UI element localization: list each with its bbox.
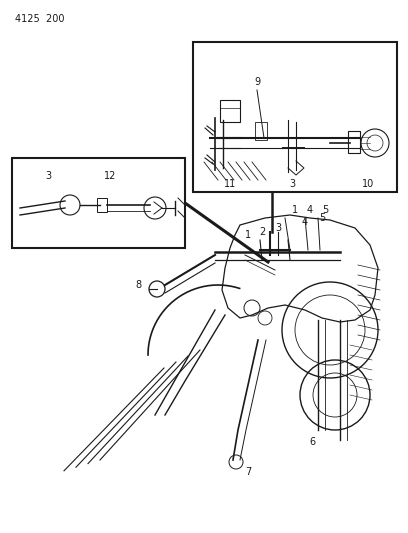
Bar bbox=[255, 122, 267, 140]
Text: 4125  200: 4125 200 bbox=[15, 14, 64, 24]
Bar bbox=[97, 198, 107, 212]
Text: 8: 8 bbox=[135, 280, 141, 290]
Text: 7: 7 bbox=[245, 467, 251, 477]
Text: 11: 11 bbox=[224, 179, 236, 189]
Text: 2: 2 bbox=[259, 227, 265, 237]
Text: 1: 1 bbox=[245, 230, 251, 240]
Text: 5: 5 bbox=[319, 213, 325, 223]
Text: 6: 6 bbox=[309, 437, 315, 447]
Text: 4: 4 bbox=[302, 217, 308, 227]
Text: 9: 9 bbox=[254, 77, 260, 87]
Bar bbox=[193, 42, 397, 192]
Text: 4: 4 bbox=[307, 205, 313, 215]
Text: 3: 3 bbox=[275, 223, 281, 233]
Text: 10: 10 bbox=[362, 179, 374, 189]
Text: 1: 1 bbox=[292, 205, 298, 215]
Bar bbox=[348, 131, 360, 153]
Text: 12: 12 bbox=[104, 171, 116, 181]
Bar bbox=[12, 158, 185, 248]
Text: 3: 3 bbox=[45, 171, 51, 181]
Text: 5: 5 bbox=[322, 205, 328, 215]
Text: 3: 3 bbox=[289, 179, 295, 189]
